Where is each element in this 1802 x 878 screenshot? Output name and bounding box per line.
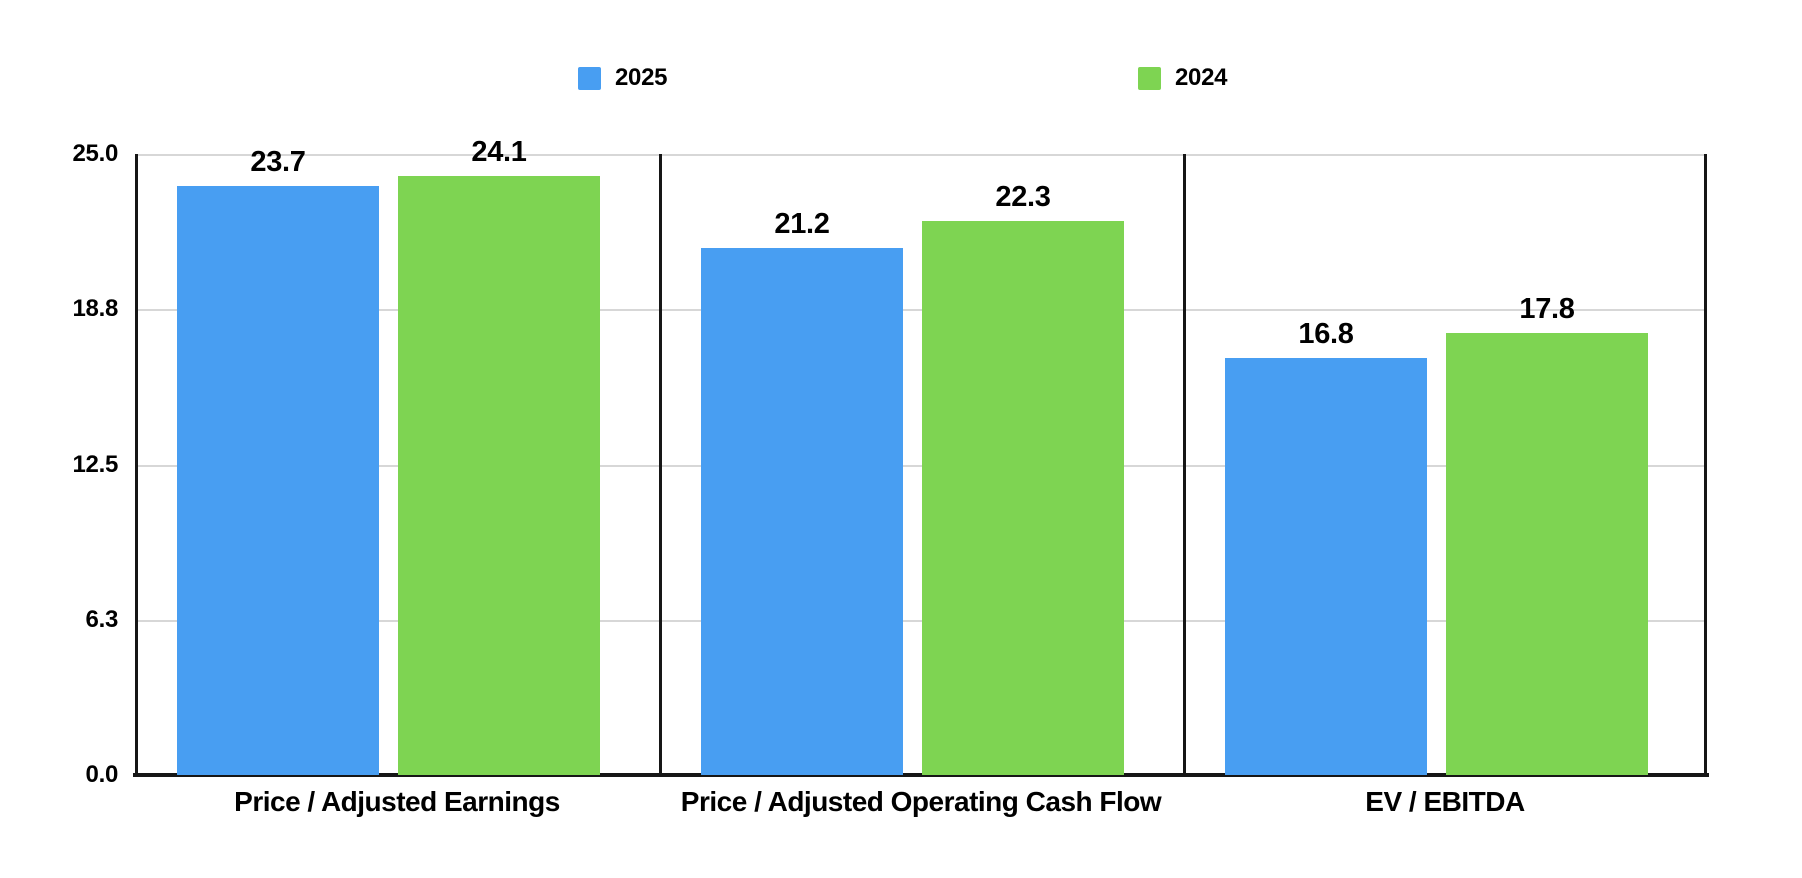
bar-value-label: 16.8: [1298, 317, 1354, 350]
bar-2024: [398, 176, 600, 775]
gridline: [135, 154, 1707, 156]
gridline: [135, 309, 1707, 312]
bar-2025: [177, 186, 379, 775]
legend-label: 2024: [1175, 64, 1228, 91]
y-tick-label: 12.5: [72, 450, 118, 478]
y-tick-label: 25.0: [72, 140, 118, 167]
bar-value-label: 24.1: [471, 136, 527, 169]
legend-item: 2025: [578, 64, 668, 91]
plot-area: 23.7 24.1 21.2 22.3 16.8 17.8: [133, 137, 1709, 777]
x-axis-line: [133, 773, 1709, 777]
panel-divider: [659, 154, 662, 775]
panel-divider: [1183, 154, 1186, 775]
legend-swatch-icon: [578, 66, 601, 90]
y-tick-label: 18.8: [72, 295, 118, 323]
y-tick-label: 0.0: [85, 761, 119, 788]
bar-2025: [701, 248, 903, 775]
legend-label: 2025: [615, 64, 668, 91]
y-axis-line: [135, 154, 138, 775]
gridline: [135, 464, 1707, 467]
legend-item: 2024: [1138, 64, 1228, 91]
x-axis: Price / Adjusted Earnings Price / Adjuste…: [135, 786, 1707, 818]
bar-value-label: 23.7: [250, 146, 306, 179]
category-label: EV / EBITDA: [1365, 786, 1525, 817]
bar-2024: [1446, 332, 1648, 775]
bar-value-label: 21.2: [774, 208, 830, 241]
bar-value-label: 22.3: [995, 181, 1051, 214]
bar-2025: [1225, 357, 1427, 775]
category-label: Price / Adjusted Earnings: [234, 786, 560, 817]
gridline: [135, 619, 1707, 622]
bar-value-label: 17.8: [1519, 292, 1575, 325]
legend-swatch-icon: [1138, 66, 1161, 90]
category-label: Price / Adjusted Operating Cash Flow: [680, 786, 1162, 817]
bar-2024: [922, 221, 1124, 775]
plot-right-border: [1704, 154, 1707, 775]
y-tick-label: 6.3: [85, 605, 119, 633]
